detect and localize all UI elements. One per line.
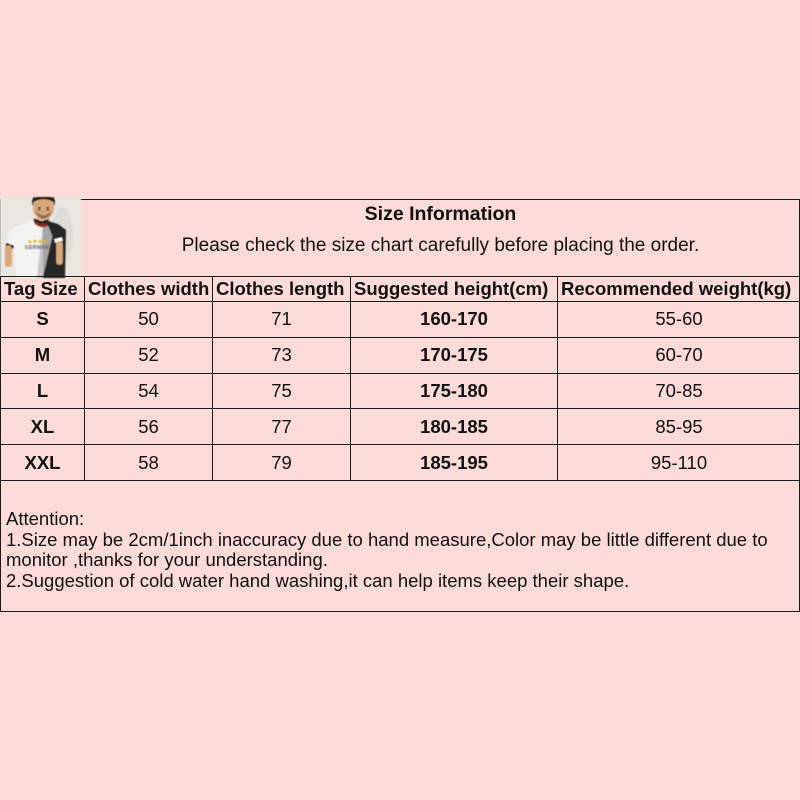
svg-text:GERMAN: GERMAN bbox=[25, 245, 49, 251]
